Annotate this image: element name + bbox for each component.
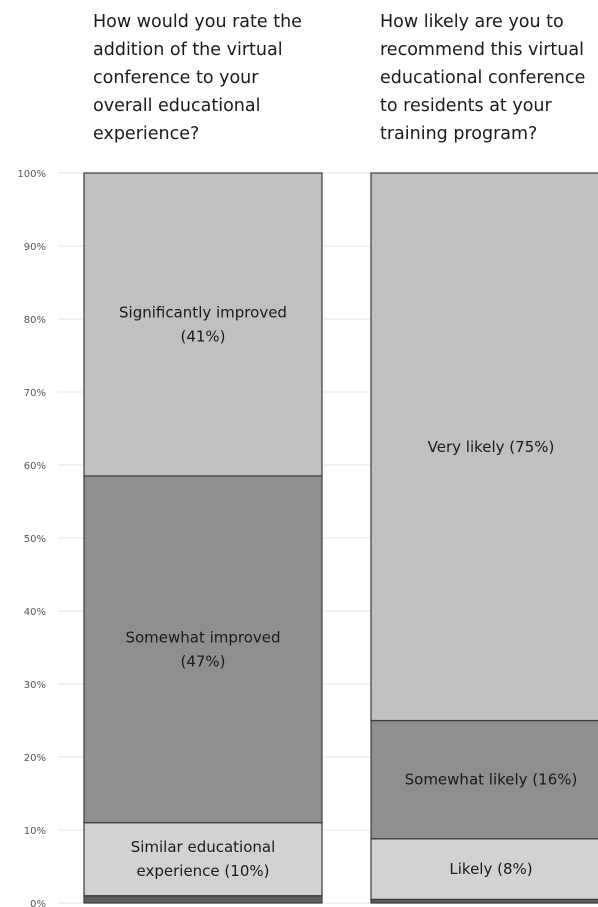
segment-label: Likely (8%) [449, 860, 532, 878]
segment-label: Very likely (75%) [428, 438, 555, 456]
title-line: overall educational [93, 96, 261, 116]
bar-segment [83, 475, 323, 824]
segment-label: (47%) [180, 652, 225, 670]
segment-label: Significantly improved [119, 303, 287, 321]
y-tick-label: 40% [24, 607, 46, 618]
segment-label: (41%) [180, 327, 225, 345]
bar-segment [83, 172, 323, 477]
title-line: to residents at your [380, 96, 552, 116]
title-line: How would you rate the [93, 12, 302, 32]
title-line: How likely are you to [380, 12, 564, 32]
segment-label: Somewhat improved [125, 628, 280, 646]
y-tick-label: 100% [17, 169, 46, 180]
y-tick-label: 10% [24, 826, 46, 837]
y-tick-label: 90% [24, 242, 46, 253]
title-line: experience? [93, 124, 200, 144]
segment-label: Similar educational [131, 838, 276, 856]
bar-segment [83, 895, 323, 904]
y-tick-label: 20% [24, 753, 46, 764]
segment-label: Somewhat likely (16%) [405, 771, 578, 789]
title-line: conference to your [93, 68, 259, 88]
y-tick-label: 70% [24, 388, 46, 399]
title-line: training program? [380, 124, 538, 144]
title-line: addition of the virtual [93, 40, 283, 60]
chart-title-right: How likely are you to recommend this vir… [380, 8, 585, 148]
segment-label: experience (10%) [137, 862, 270, 880]
bar-segment [83, 822, 323, 897]
y-tick-label: 60% [24, 461, 46, 472]
chart-title-left: How would you rate the addition of the v… [93, 8, 302, 148]
y-tick-label: 50% [24, 534, 46, 545]
bar-segment [370, 172, 598, 722]
y-tick-label: 0% [30, 899, 46, 907]
title-line: educational conference [380, 68, 586, 88]
y-tick-label: 30% [24, 680, 46, 691]
y-tick-label: 80% [24, 315, 46, 326]
title-line: recommend this virtual [380, 40, 584, 60]
